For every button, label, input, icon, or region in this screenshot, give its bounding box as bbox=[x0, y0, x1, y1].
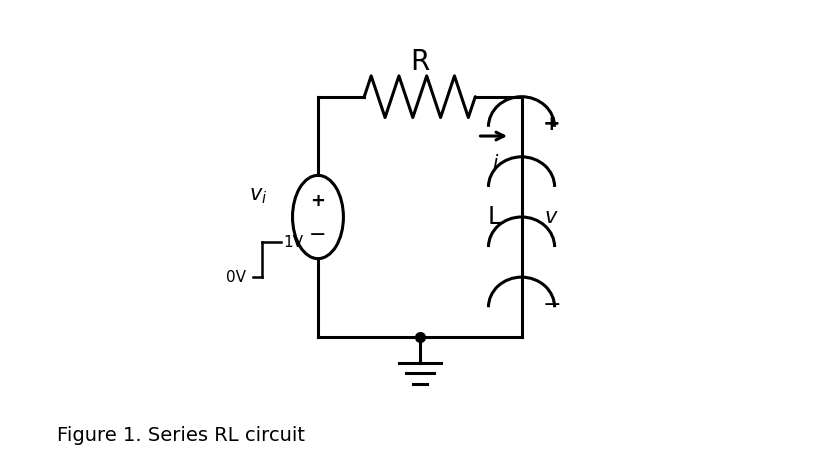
Text: $v$: $v$ bbox=[544, 207, 559, 227]
Text: L: L bbox=[487, 205, 501, 229]
Text: R: R bbox=[410, 48, 429, 76]
Text: −: − bbox=[310, 225, 327, 244]
Text: 1V: 1V bbox=[283, 235, 303, 250]
Text: −: − bbox=[543, 295, 561, 315]
Text: +: + bbox=[543, 114, 561, 134]
Text: +: + bbox=[310, 192, 325, 210]
Text: Figure 1. Series RL circuit: Figure 1. Series RL circuit bbox=[57, 426, 305, 445]
Text: $i$: $i$ bbox=[493, 154, 500, 172]
Text: 0V: 0V bbox=[227, 269, 246, 284]
Text: $v_i$: $v_i$ bbox=[249, 186, 267, 206]
